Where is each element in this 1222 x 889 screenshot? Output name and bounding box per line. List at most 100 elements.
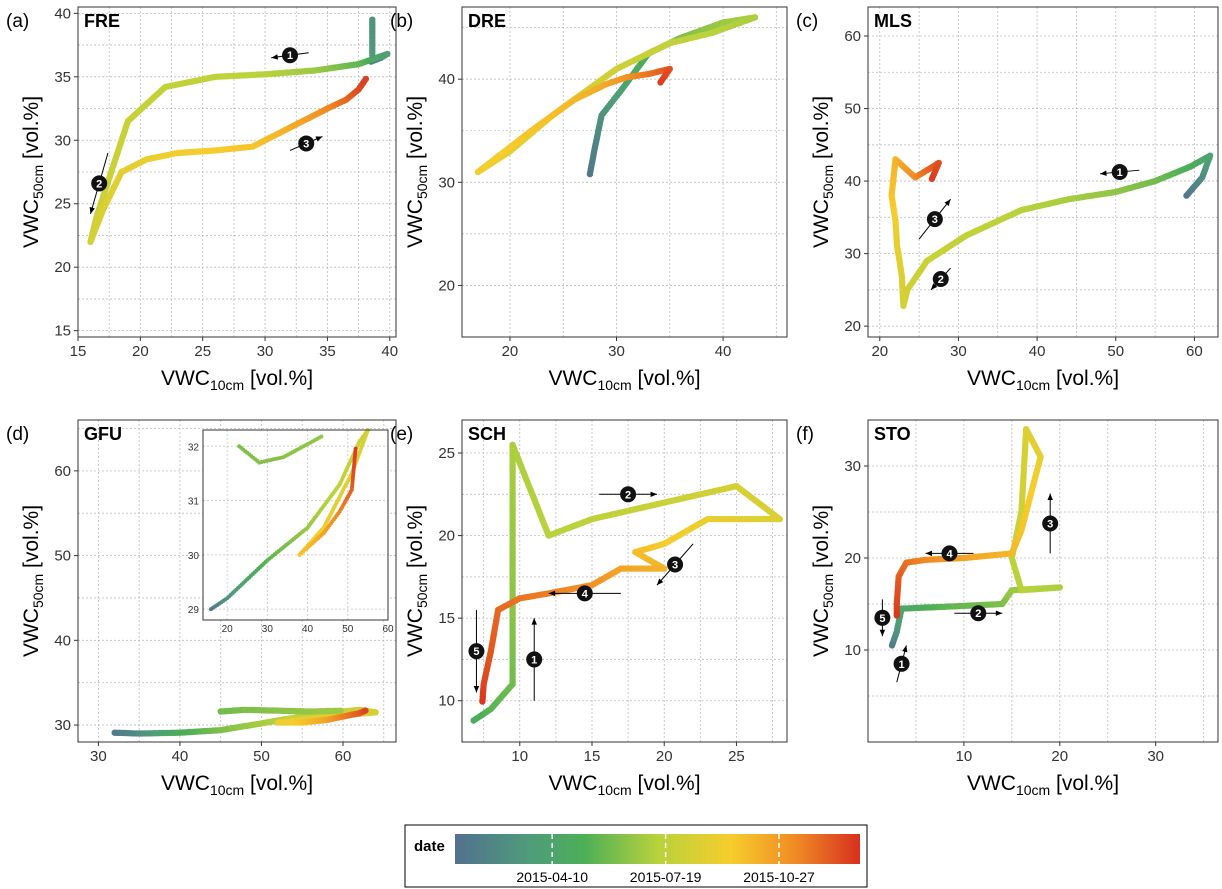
grid — [462, 7, 787, 338]
y-tick-label: 10 — [844, 642, 861, 659]
arrow-head — [902, 645, 908, 653]
data-points — [87, 16, 391, 245]
inset-point — [353, 446, 358, 451]
arrow-badge — [1042, 515, 1059, 532]
arrow-number: 3 — [1047, 519, 1053, 531]
x-axis-label: VWC10cm [vol.%] — [548, 772, 700, 798]
arrow-head — [473, 686, 480, 693]
panel-mls: 1 2 3 20 30 40 50 60 20 30 40 50 60 VWC10cm [vol.%] VW… — [796, 6, 1219, 393]
y-axis-label: VWC50cm [vol.%] — [404, 505, 430, 657]
x-tick-label: 30 — [608, 343, 625, 360]
arrow-head — [315, 136, 323, 142]
y-tick-label: 15 — [54, 323, 71, 340]
arrow-head — [650, 491, 657, 498]
arrow-badge — [926, 211, 943, 228]
arrow-marker-4: 4 — [925, 545, 974, 562]
x-tick-label: 10 — [956, 748, 973, 765]
y-axis-label: VWC50cm [vol.%] — [404, 96, 430, 248]
arrow-head — [531, 618, 537, 625]
x-tick-label: 20 — [502, 343, 519, 360]
x-tick-label: 10 — [511, 748, 528, 765]
arrow-number: 4 — [946, 548, 953, 560]
data-points — [111, 706, 379, 737]
arrow-badge — [620, 486, 637, 503]
arrow-number: 4 — [582, 588, 589, 600]
x-tick-label: 20 — [1051, 748, 1068, 765]
data-points — [470, 441, 783, 724]
arrow-head — [1100, 170, 1107, 176]
arrow-badge — [1111, 164, 1128, 180]
arrow-marker-3: 3 — [656, 543, 694, 586]
legend-title: date — [414, 838, 445, 855]
arrow-marker-1: 1 — [1099, 164, 1140, 180]
x-axis-label: VWC10cm [vol.%] — [548, 367, 700, 393]
legend: date 2015-04-10 2015-07-19 2015-10-27 — [404, 824, 868, 888]
arrow-number: 2 — [938, 274, 944, 286]
inset-background — [203, 430, 388, 620]
x-tick-label: 35 — [319, 343, 336, 360]
grid — [77, 7, 396, 337]
x-tick-label: 20 — [871, 343, 888, 360]
x-tick-label: 15 — [70, 343, 87, 360]
x-tick-label: 50 — [253, 748, 270, 765]
arrow-marker-2: 2 — [930, 267, 951, 291]
site-label: STO — [874, 424, 911, 444]
plot-frame — [461, 419, 788, 743]
arrow-head — [89, 206, 95, 214]
y-tick-label: 60 — [54, 463, 71, 480]
arrow-badge — [932, 270, 949, 287]
y-axis-label: VWC50cm [vol.%] — [20, 505, 46, 657]
plot-frame — [77, 419, 397, 743]
y-tick-label: 20 — [54, 259, 71, 276]
arrow-marker-1: 1 — [271, 47, 309, 64]
arrow-badge — [970, 605, 987, 622]
y-tick-label: 40 — [54, 5, 71, 22]
grid — [867, 419, 1218, 743]
y-tick-label: 25 — [438, 445, 455, 462]
panel-gfu: 30 40 50 60 30 40 50 60 VWC10cm [vol.%] VWC50cm [… — [6, 419, 397, 798]
arrow-badge — [667, 556, 684, 573]
data-point — [657, 79, 664, 86]
panel-fre: 1 2 3 15 20 25 30 35 40 15 20 25 30 35 40 VWC10cm [vol.… — [6, 5, 398, 393]
y-tick-label: 20 — [438, 277, 455, 294]
arrow-number: 5 — [473, 646, 479, 658]
inset-frame — [202, 429, 389, 621]
arrow-number: 1 — [531, 654, 537, 666]
y-tick-label: 30 — [844, 246, 861, 263]
x-tick-label: 30 — [90, 748, 107, 765]
inset-x-tick-label: 60 — [382, 624, 394, 635]
data-points — [888, 426, 1064, 649]
panel-letter: (a) — [6, 11, 29, 32]
inset-y-tick-label: 32 — [188, 442, 200, 453]
arrow-head — [930, 283, 938, 290]
arrow-number: 2 — [975, 608, 981, 620]
y-tick-label: 40 — [438, 71, 455, 88]
y-tick-label: 60 — [844, 28, 861, 45]
arrow-head — [944, 199, 951, 206]
arrow-marker-3: 3 — [1042, 493, 1059, 554]
arrow-badge — [91, 175, 108, 192]
y-tick-label: 40 — [54, 632, 71, 649]
y-tick-label: 50 — [54, 548, 71, 565]
x-tick-label: 40 — [1029, 343, 1046, 360]
inset-y-tick-label: 29 — [188, 605, 200, 616]
legend-label: 2015-04-10 — [516, 869, 588, 885]
x-tick-label: 30 — [257, 343, 274, 360]
data-point — [337, 707, 344, 714]
x-tick-label: 40 — [715, 343, 732, 360]
x-tick-label: 25 — [728, 748, 745, 765]
y-tick-label: 15 — [438, 610, 455, 627]
site-label: FRE — [84, 11, 120, 31]
y-tick-label: 20 — [844, 318, 861, 335]
arrow-number: 5 — [879, 613, 885, 625]
panel-letter: (b) — [390, 11, 413, 32]
arrow-number: 2 — [625, 489, 631, 501]
plot-frame — [77, 6, 397, 338]
data-point — [893, 612, 900, 619]
arrow-head — [657, 578, 664, 586]
x-tick-label: 60 — [1186, 343, 1203, 360]
arrow-number: 1 — [898, 659, 904, 671]
data-points — [474, 14, 759, 178]
